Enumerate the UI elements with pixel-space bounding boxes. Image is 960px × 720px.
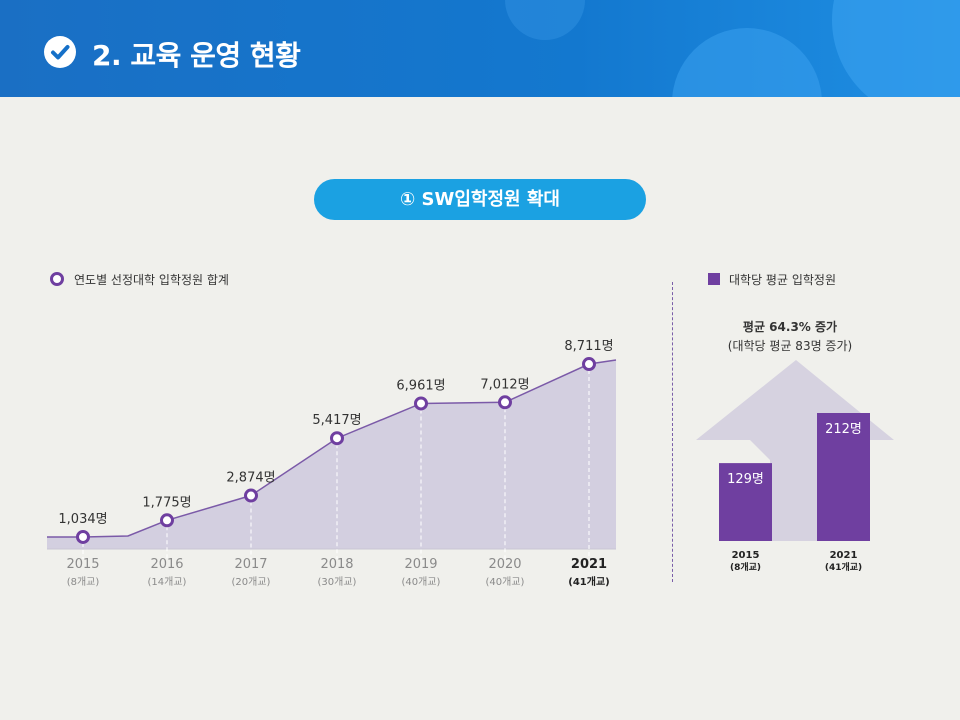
increase-arrow-shape [696,360,894,541]
bar-category-label: 2021 [830,550,858,561]
data-label: 5,417명 [312,413,361,428]
data-point [582,357,596,372]
data-point [414,396,428,411]
x-tick-label: 2020 [488,557,521,572]
annotation-title: 평균 64.3% 증가 [743,319,837,334]
x-tick-sublabel: (40개교) [402,576,441,588]
bar-category-sublabel: (41개교) [825,561,862,573]
data-label: 7,012명 [480,377,529,392]
x-tick-label: 2017 [234,557,267,572]
x-tick-sublabel: (14개교) [148,576,187,588]
bar [719,463,772,541]
x-tick-label: 2021 [571,557,607,572]
x-tick-label: 2016 [150,557,183,572]
legend-label-average: 대학당 평균 입학정원 [729,273,836,287]
data-point [330,431,344,446]
header-bar: 2. 교육 운영 현황 [0,0,960,97]
legend-marker-circle [50,272,64,286]
x-tick-sublabel: (40개교) [486,576,525,588]
legend-marker-square [708,273,720,285]
decor-circle [832,0,960,97]
chart-divider [672,282,673,582]
legend-label-total: 연도별 선정대학 입학정원 합계 [74,273,229,287]
data-point [498,395,512,410]
annotation-subtitle: (대학당 평균 83명 증가) [728,339,852,353]
data-label: 6,961명 [396,378,445,393]
bar [817,413,870,541]
page-title: 2. 교육 운영 현황 [92,39,301,72]
x-tick-sublabel: (8개교) [67,576,100,588]
x-tick-label: 2019 [404,557,437,572]
series-line [47,359,617,538]
check-circle-icon [44,36,76,68]
area-fill [47,360,616,549]
data-point [244,488,258,503]
data-label: 1,775명 [142,495,191,510]
bar-value-label: 212명 [825,422,862,437]
data-point [76,529,90,544]
x-tick-label: 2015 [66,557,99,572]
x-tick-sublabel: (30개교) [318,576,357,588]
bar-category-label: 2015 [732,550,760,561]
data-label: 2,874명 [226,471,275,486]
data-label: 1,034명 [58,512,107,527]
data-label: 8,711명 [564,339,613,354]
x-tick-label: 2018 [320,557,353,572]
x-tick-sublabel: (41개교) [568,575,609,588]
x-tick-sublabel: (20개교) [232,576,271,588]
data-point [160,513,174,528]
bar-category-sublabel: (8개교) [730,561,761,573]
bar-value-label: 129명 [727,472,764,487]
section-pill: ① SW입학정원 확대 [314,179,646,220]
